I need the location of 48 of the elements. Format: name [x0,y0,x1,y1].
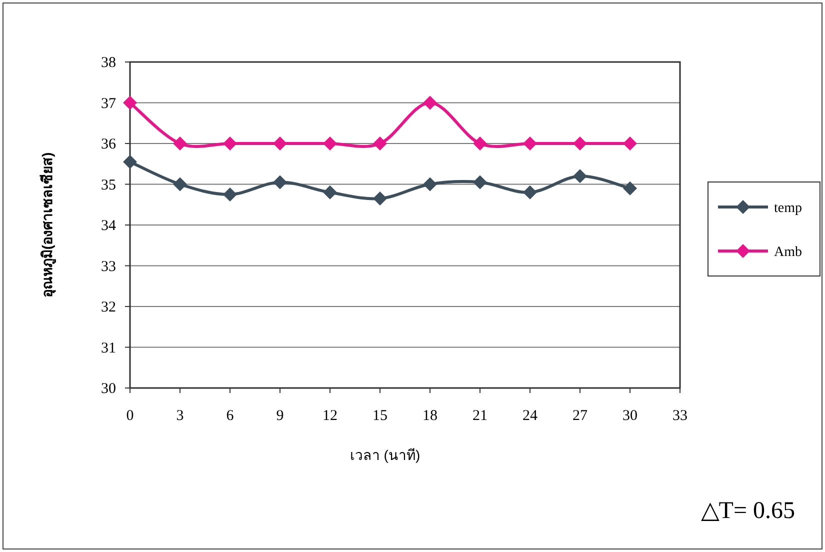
y-tick-label: 33 [101,258,116,275]
x-tick-label: 0 [126,408,134,424]
x-tick-label: 18 [422,408,438,424]
y-tick-label: 38 [101,55,116,71]
text: △T= 0.65 [700,498,795,524]
point [523,185,537,200]
point [473,175,487,190]
point [523,136,537,150]
point [573,169,587,184]
point [623,136,637,150]
point [323,136,337,150]
legend-label: Amb [774,245,802,260]
x-tick-label: 3 [176,408,184,424]
x-tick-label: 33 [672,408,688,424]
x-axis-title: เวลา (นาที) [350,447,420,463]
point [273,136,287,150]
y-tick-label: 36 [101,136,116,152]
x-tick-label: 24 [522,408,538,424]
y-axis-title: อุณหภูมิ(องศาเซลเซียส) [39,152,56,298]
point [223,136,237,150]
y-tick-label: 30 [101,381,116,397]
y-tick-label: 32 [101,300,116,316]
point [373,136,387,150]
point [323,185,337,200]
point [473,136,487,150]
point [223,187,237,202]
point [623,181,637,196]
legend-label: temp [774,201,802,216]
point [423,177,437,192]
point [173,177,187,192]
x-tick-label: 27 [572,408,588,424]
point [423,96,437,110]
y-tick-label: 31 [101,340,116,356]
x-tick-label: 9 [276,408,284,424]
x-tick-label: 12 [322,408,338,424]
y-tick-label: 35 [101,177,116,194]
point [173,136,187,150]
point [273,175,287,190]
y-tick-label: 34 [101,218,116,234]
point [373,192,387,206]
y-tick-label: 37 [101,96,116,112]
point [573,136,587,150]
x-tick-label: 30 [622,408,638,424]
x-tick-label: 21 [472,408,488,424]
point [123,96,137,110]
point [123,154,137,169]
x-tick-label: 15 [372,408,388,424]
x-tick-label: 6 [226,408,234,424]
